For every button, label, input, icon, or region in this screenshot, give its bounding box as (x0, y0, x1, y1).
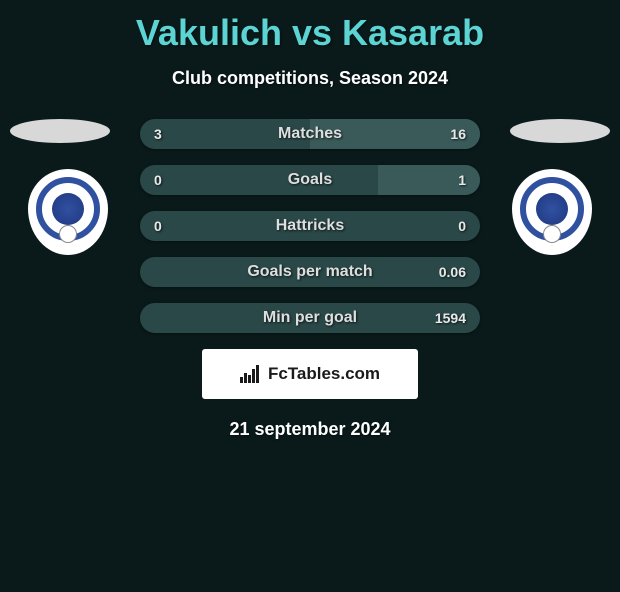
stat-label: Matches (278, 125, 342, 143)
stat-row: 3 Matches 16 (140, 119, 480, 149)
player-right-badge (512, 169, 592, 255)
stat-right-value: 1594 (435, 310, 466, 326)
stat-row: 0 Goals 1 (140, 165, 480, 195)
stat-row: Goals per match 0.06 (140, 257, 480, 287)
stat-left-value: 3 (154, 126, 162, 142)
stat-right-value: 16 (450, 126, 466, 142)
stat-label: Goals per match (247, 263, 372, 281)
stat-left-value: 0 (154, 218, 162, 234)
comparison-section: 3 Matches 16 0 Goals 1 0 Hattricks 0 Goa… (0, 119, 620, 440)
page-title: Vakulich vs Kasarab (0, 12, 620, 54)
source-attribution: FcTables.com (202, 349, 418, 399)
bar-chart-icon (240, 365, 262, 383)
stat-row: 0 Hattricks 0 (140, 211, 480, 241)
stat-label: Min per goal (263, 309, 357, 327)
stat-right-value: 0.06 (439, 264, 466, 280)
player-right-oval (510, 119, 610, 143)
stat-row: Min per goal 1594 (140, 303, 480, 333)
date-text: 21 september 2024 (0, 419, 620, 440)
stat-left-value: 0 (154, 172, 162, 188)
comparison-bars: 3 Matches 16 0 Goals 1 0 Hattricks 0 Goa… (140, 119, 480, 333)
player-left-badge (28, 169, 108, 255)
stat-label: Hattricks (276, 217, 344, 235)
stat-right-value: 1 (458, 172, 466, 188)
player-left-oval (10, 119, 110, 143)
subtitle: Club competitions, Season 2024 (0, 68, 620, 89)
stat-right-value: 0 (458, 218, 466, 234)
stat-label: Goals (288, 171, 332, 189)
source-text: FcTables.com (268, 364, 380, 384)
